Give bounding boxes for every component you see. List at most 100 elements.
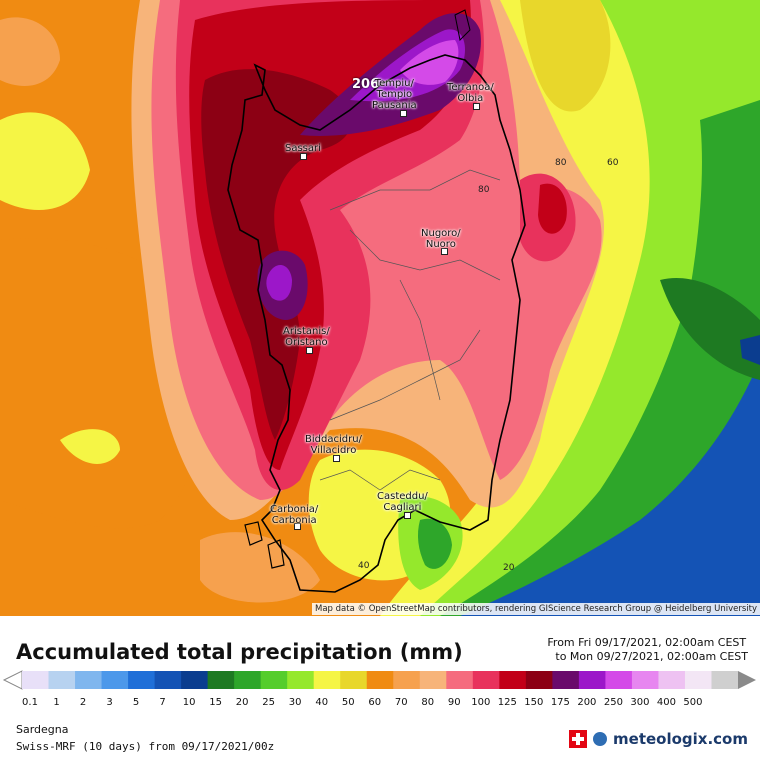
band-yellow-sw-spot [60, 429, 120, 464]
province-border-4 [319, 469, 441, 491]
province-border-3 [329, 329, 481, 421]
legend-swatch [711, 671, 739, 689]
city-dot-oristano [306, 347, 313, 354]
legend-tick-label: 30 [288, 697, 302, 708]
legend-swatch [313, 671, 341, 689]
contour-label: 40 [358, 561, 370, 571]
legend-swatch [684, 671, 712, 689]
legend-tick-label: 70 [394, 697, 408, 708]
contour-label: 60 [607, 158, 619, 168]
band-magenta-north [400, 40, 459, 85]
max-value-label: 206 [352, 77, 380, 92]
legend-tick-label: 250 [603, 697, 623, 708]
city-label-oristano: Aristanis/Oristano [283, 326, 330, 348]
legend-tick-label: 400 [656, 697, 676, 708]
legend-tick-label: 150 [524, 697, 544, 708]
model-info: Swiss-MRF (10 days) from 09/17/2021/00z [16, 740, 275, 753]
city-label-villacidro: Biddacidru/Villacidro [305, 434, 362, 456]
island-maddalena [454, 9, 471, 42]
legend-swatch [393, 671, 421, 689]
legend-tick-label: 10 [182, 697, 196, 708]
legend-swatch [260, 671, 288, 689]
legend-tick-label: 0.1 [22, 697, 38, 708]
brand[interactable]: meteologix.com [569, 730, 748, 748]
swiss-flag-icon [569, 730, 588, 748]
period-to: to Mon 09/27/2021, 02:00am CEST [555, 650, 748, 663]
region-name: Sardegna [16, 723, 69, 736]
legend-swatch [181, 671, 209, 689]
legend-tick-label: 25 [262, 697, 276, 708]
legend-swatch [234, 671, 262, 689]
legend-swatch [525, 671, 553, 689]
legend-arrow-right [738, 671, 756, 689]
chart-title: Accumulated total precipitation (mm) [16, 640, 463, 664]
band-darkgreen-east [660, 278, 760, 380]
legend-swatch [128, 671, 156, 689]
legend-tick-label: 100 [471, 697, 491, 708]
band-violet-west [266, 264, 292, 301]
legend-tick-label: 40 [315, 697, 329, 708]
legend-swatch [207, 671, 235, 689]
band-navy-east [740, 335, 760, 365]
legend-tick-label: 2 [79, 697, 87, 708]
city-dot-olbia [473, 103, 480, 110]
city-dot-carbonia [294, 523, 301, 530]
city-label-cagliari: Casteddu/Cagliari [377, 491, 428, 513]
city-dot-tempio [400, 110, 407, 117]
legend-swatch [48, 671, 76, 689]
contour-label: 80 [555, 158, 567, 168]
legend-tick-label: 7 [159, 697, 166, 708]
sardinia-coastline [227, 54, 526, 593]
legend-swatch [446, 671, 474, 689]
legend-swatch [472, 671, 500, 689]
legend-tick-label: 200 [577, 697, 597, 708]
legend-swatch [22, 671, 50, 689]
legend-swatch [154, 671, 182, 689]
legend-swatch [631, 671, 659, 689]
legend-tick-label: 175 [550, 697, 570, 708]
precipitation-map[interactable]: 206 Tempiu/Tempio Pausania Terranoa/Olbia… [0, 0, 760, 616]
city-label-sassari: Sassari [285, 143, 321, 154]
province-border-1 [329, 169, 501, 211]
legend-swatch [366, 671, 394, 689]
legend-tick-label: 15 [209, 697, 222, 708]
island-san-pietro [267, 539, 285, 569]
legend-arrow-left [2, 670, 23, 690]
province-border-5 [399, 279, 441, 401]
legend-tick-label: 3 [106, 697, 113, 708]
city-dot-nuoro [441, 248, 448, 255]
forecast-period: From Fri 09/17/2021, 02:00am CEST to Mon… [547, 636, 748, 664]
legend-swatch [287, 671, 315, 689]
band-blue-southeast [460, 360, 760, 616]
band-olive-ne [520, 0, 611, 112]
legend-swatch [499, 671, 527, 689]
legend-tick-label: 50 [341, 697, 355, 708]
legend-color-bar [2, 670, 756, 690]
legend-tick-label: 20 [235, 697, 249, 708]
legend-swatch [605, 671, 633, 689]
legend-swatch [578, 671, 606, 689]
legend-tick-label: 60 [368, 697, 382, 708]
legend-swatch [658, 671, 686, 689]
legend-swatch [75, 671, 103, 689]
map-canvas [0, 0, 760, 616]
legend-swatch [552, 671, 580, 689]
legend-tick-label: 5 [132, 697, 140, 708]
legend-tick-label: 80 [421, 697, 435, 708]
globe-icon [593, 732, 608, 746]
band-green-south [417, 518, 452, 569]
city-label-tempio: Tempiu/Tempio Pausania [372, 78, 417, 111]
city-label-nuoro: Nugoro/Nuoro [421, 228, 461, 250]
legend-ticks: 0.1 1 2 3 5 7 10 15 20 25 30 40 50 60 70 80 90 100 125 150 1… [0, 697, 760, 711]
legend-swatch [340, 671, 368, 689]
legend-tick-label: 500 [683, 697, 703, 708]
contour-label: 80 [478, 185, 490, 195]
band-darkred-east [538, 183, 567, 234]
map-attribution: Map data © OpenStreetMap contributors, r… [312, 603, 760, 615]
contour-label: 20 [503, 563, 515, 573]
island-sant-antioco [244, 521, 263, 546]
legend-tick-label: 1 [53, 697, 60, 708]
brand-name[interactable]: meteologix.com [613, 730, 748, 748]
legend-tick-label: 300 [630, 697, 650, 708]
band-yellow-west [0, 112, 90, 210]
